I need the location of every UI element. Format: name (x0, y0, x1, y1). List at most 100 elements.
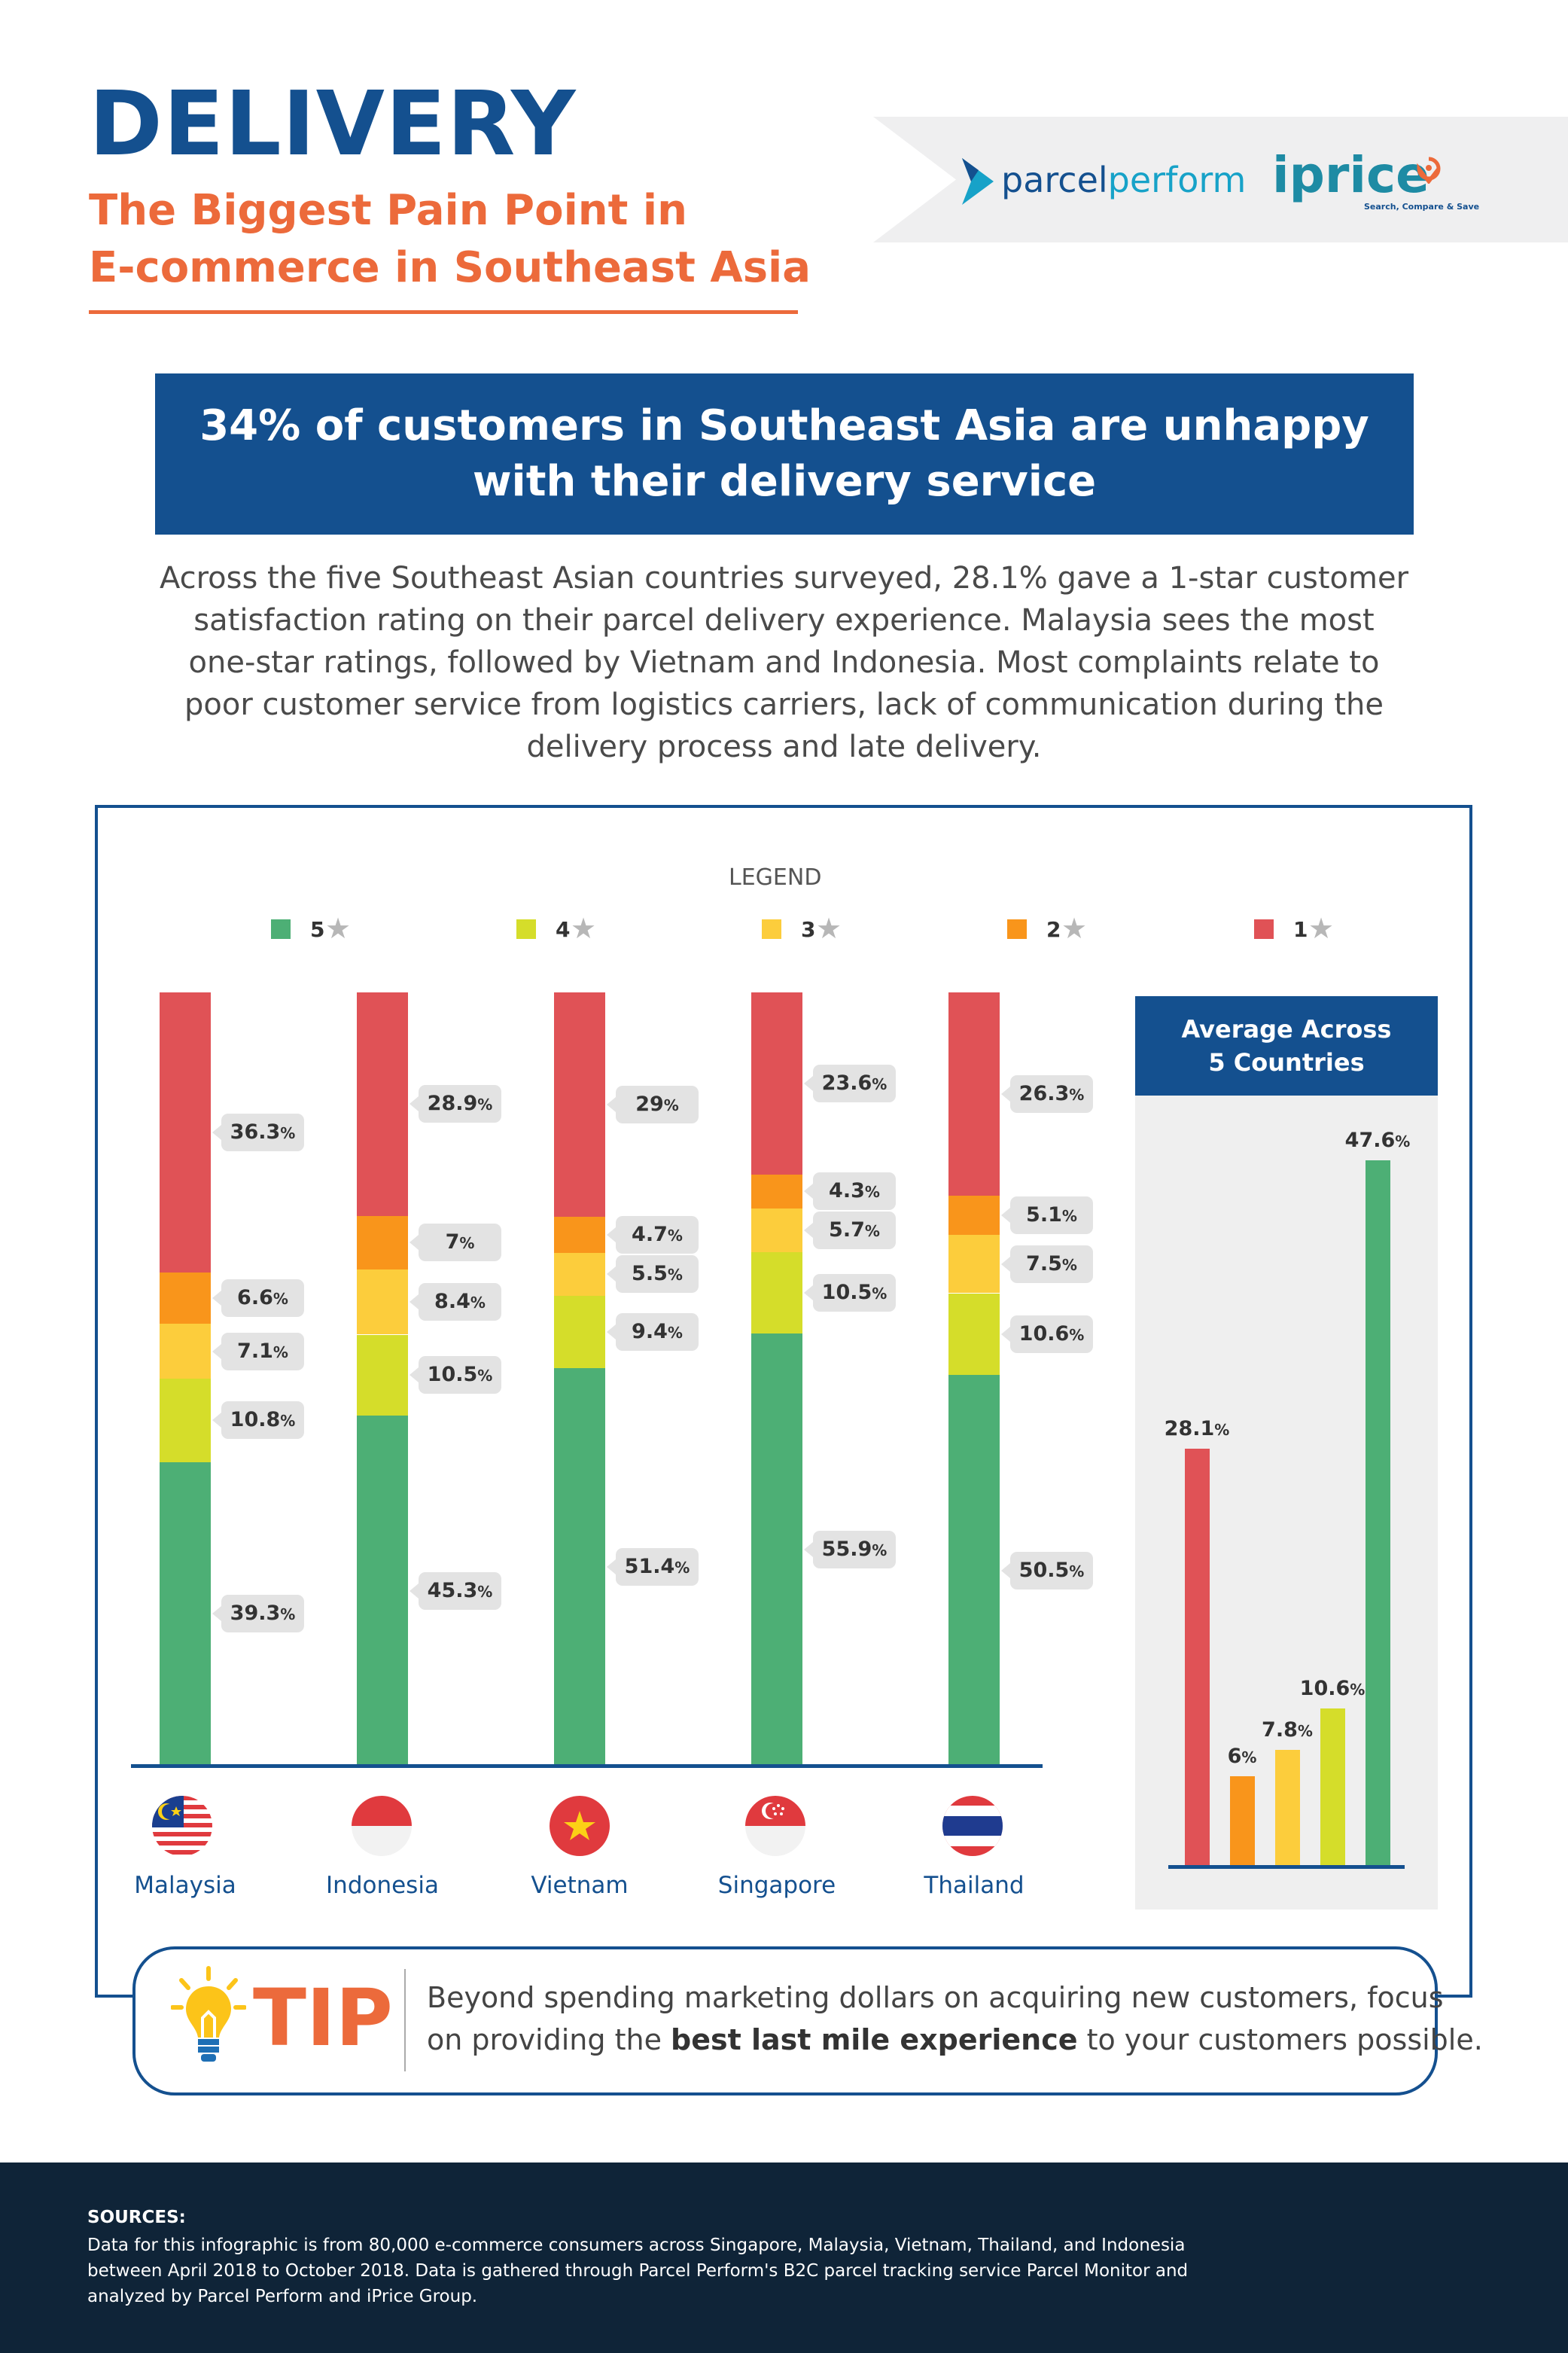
average-title-line-1: Average Across (1181, 1015, 1392, 1044)
legend-title: LEGEND (729, 864, 822, 891)
percent-sign: % (459, 1234, 475, 1253)
bar-vietnam-3-star (554, 1253, 605, 1296)
page-title: DELIVERY (89, 72, 577, 175)
data-label-singapore-4-star: 10.5% (804, 1273, 896, 1312)
legend-label-2: 2 (1046, 917, 1061, 942)
percent-sign: % (280, 1605, 296, 1624)
average-bar-4-star (1320, 1708, 1345, 1865)
sources-heading: SOURCES: (87, 2208, 186, 2227)
percent-sign: % (477, 1582, 493, 1601)
bar-vietnam-2-star (554, 1216, 605, 1254)
bar-singapore-1-star (751, 992, 802, 1175)
data-label-malaysia-4-star: 10.8% (212, 1401, 304, 1440)
bar-thailand-5-star (948, 1375, 1000, 1766)
bar-malaysia-5-star (160, 1461, 211, 1766)
percent-sign: % (674, 1559, 690, 1577)
data-label-value: 51.4 (624, 1555, 675, 1579)
iprice-tagline: Search, Compare & Save (1364, 202, 1480, 212)
data-label-value: 9.4 (632, 1319, 668, 1343)
data-label-value: 10.6 (1299, 1676, 1350, 1700)
legend-swatch-3 (762, 919, 781, 939)
country-label-indonesia: Indonesia (326, 1872, 439, 1899)
data-label-value: 36.3 (230, 1120, 281, 1144)
tip-divider (404, 1969, 406, 2071)
percent-sign: % (1297, 1721, 1313, 1740)
percent-sign: % (872, 1541, 888, 1559)
sources-line-1: Data for this infographic is from 80,000… (87, 2236, 1186, 2255)
data-label-value: 28.1 (1164, 1417, 1215, 1441)
percent-sign: % (864, 1183, 880, 1202)
data-label-value: 6 (1227, 1745, 1242, 1769)
legend-label-5: 5 (310, 917, 325, 942)
average-label-2-star: 6% (1197, 1745, 1287, 1768)
bar-malaysia-2-star (160, 1273, 211, 1324)
country-label-singapore: Singapore (717, 1872, 836, 1899)
bar-indonesia-2-star (357, 1215, 408, 1270)
data-label-value: 50.5 (1018, 1558, 1070, 1582)
data-label-malaysia-5-star: 39.3% (212, 1595, 304, 1633)
average-bar-3-star (1275, 1749, 1300, 1865)
data-label-singapore-3-star: 5.7% (804, 1211, 896, 1249)
average-baseline (1168, 1865, 1405, 1869)
percent-sign: % (1061, 1255, 1077, 1274)
bar-vietnam-5-star (554, 1368, 605, 1766)
subtitle-line-2: E-commerce in Southeast Asia (89, 243, 811, 292)
data-label-value: 45.3 (427, 1578, 478, 1602)
thailand-flag-icon (942, 1796, 1003, 1856)
percent-sign: % (272, 1290, 288, 1309)
bar-indonesia-3-star (357, 1269, 408, 1335)
data-label-value: 55.9 (821, 1537, 872, 1561)
average-label-4-star: 10.6% (1287, 1677, 1378, 1700)
data-label-value: 10.6 (1018, 1321, 1070, 1346)
data-label-value: 5.7 (829, 1218, 865, 1242)
sources-line-3: analyzed by Parcel Perform and iPrice Gr… (87, 2287, 478, 2306)
data-label-value: 5.1 (1026, 1203, 1062, 1227)
percent-sign: % (667, 1226, 683, 1245)
tip-text-line-2: on providing the best last mile experien… (427, 2023, 1483, 2056)
headline-banner: 34% of customers in Southeast Asia are u… (155, 373, 1414, 535)
data-label-value: 39.3 (230, 1602, 281, 1626)
data-label-value: 5.5 (632, 1262, 668, 1286)
bar-vietnam-1-star (554, 992, 605, 1217)
bar-malaysia-4-star (160, 1378, 211, 1462)
average-label-5-star: 47.6% (1332, 1129, 1423, 1152)
average-panel-header: Average Across 5 Countries (1135, 996, 1438, 1096)
indonesia-flag-icon (352, 1796, 412, 1856)
country-label-malaysia: Malaysia (134, 1872, 236, 1899)
bar-singapore-2-star (751, 1175, 802, 1209)
bar-indonesia-5-star (357, 1416, 408, 1766)
parcelperform-logo-text: parcelperform (1001, 160, 1247, 200)
data-label-vietnam-3-star: 5.5% (607, 1255, 699, 1294)
star-icon: ★ (1308, 912, 1335, 945)
data-label-value: 4.7 (632, 1222, 668, 1246)
percent-sign: % (1214, 1421, 1230, 1440)
average-bar-1-star (1185, 1449, 1210, 1865)
intro-line-4: poor customer service from logistics car… (184, 687, 1384, 722)
intro-line-1: Across the five Southeast Asian countrie… (159, 561, 1409, 596)
sources-line-2: between April 2018 to October 2018. Data… (87, 2261, 1189, 2281)
data-label-value: 29 (635, 1092, 664, 1116)
data-label-value: 10.5 (427, 1363, 478, 1387)
sources-footer (0, 2163, 1568, 2353)
percent-sign: % (1069, 1086, 1085, 1105)
percent-sign: % (1241, 1748, 1257, 1767)
data-label-value: 4.3 (829, 1179, 865, 1203)
tip-text-line-1: Beyond spending marketing dollars on acq… (427, 1981, 1444, 2014)
percent-sign: % (667, 1323, 683, 1342)
percent-sign: % (872, 1284, 888, 1303)
data-label-malaysia-1-star: 36.3% (212, 1114, 304, 1152)
data-label-indonesia-4-star: 10.5% (410, 1356, 501, 1394)
malaysia-flag-icon (152, 1796, 212, 1856)
bar-indonesia-4-star (357, 1334, 408, 1416)
average-title-line-2: 5 Countries (1208, 1048, 1365, 1077)
banner-line-2: with their delivery service (472, 457, 1097, 506)
data-label-indonesia-1-star: 28.9% (410, 1085, 501, 1123)
data-label-vietnam-2-star: 4.7% (607, 1215, 699, 1254)
bar-thailand-3-star (948, 1235, 1000, 1294)
vietnam-flag-icon (550, 1796, 610, 1856)
data-label-value: 6.6 (237, 1286, 273, 1310)
subtitle-line-1: The Biggest Pain Point in (89, 186, 687, 235)
data-label-value: 47.6 (1344, 1129, 1396, 1152)
legend-swatch-2 (1007, 919, 1027, 939)
country-label-vietnam: Vietnam (531, 1872, 629, 1899)
